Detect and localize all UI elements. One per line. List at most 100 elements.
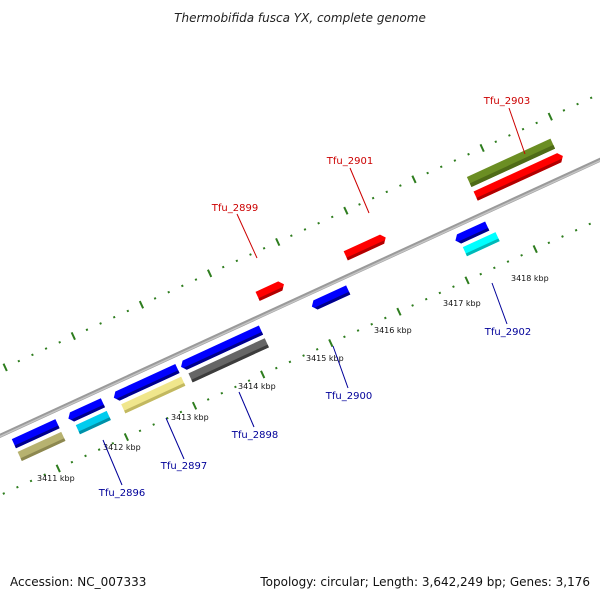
kbp-label: 3413 kbp bbox=[171, 413, 209, 422]
kbp-label: 3411 kbp bbox=[37, 474, 75, 483]
minor-tick bbox=[179, 410, 183, 414]
gene-label-tfu-2902[interactable]: Tfu_2902 bbox=[484, 327, 531, 338]
minor-tick bbox=[302, 354, 305, 357]
minor-tick bbox=[467, 152, 470, 156]
inner-tick-track bbox=[2, 222, 592, 495]
gene-label-tfu-2899[interactable]: Tfu_2899 bbox=[211, 203, 258, 214]
minor-tick bbox=[452, 285, 455, 288]
minor-tick bbox=[508, 134, 511, 137]
minor-tick bbox=[589, 96, 593, 100]
minor-tick bbox=[206, 398, 210, 401]
gene-label-tfu-2901[interactable]: Tfu_2901 bbox=[326, 156, 373, 167]
minor-tick bbox=[426, 171, 429, 175]
major-tick bbox=[328, 339, 334, 348]
leader-line bbox=[349, 167, 370, 214]
leader-line bbox=[236, 213, 258, 259]
minor-tick bbox=[138, 429, 142, 433]
gene-label-tfu-2897[interactable]: Tfu_2897 bbox=[160, 461, 207, 472]
gene-left-blue[interactable] bbox=[11, 419, 60, 449]
gene-tfu-2902[interactable] bbox=[462, 232, 500, 257]
gene-label-tfu-2903[interactable]: Tfu_2903 bbox=[483, 96, 530, 107]
gene-tfu-2903[interactable] bbox=[473, 151, 565, 201]
gene-tfu-2901[interactable] bbox=[343, 233, 388, 261]
minor-tick bbox=[17, 359, 21, 363]
minor-tick bbox=[44, 347, 48, 350]
leader-line bbox=[508, 107, 526, 155]
gene-tfu-2903-track bbox=[466, 138, 556, 188]
minor-tick bbox=[152, 423, 155, 426]
minor-tick bbox=[111, 442, 115, 445]
minor-tick bbox=[411, 304, 414, 307]
minor-tick bbox=[520, 253, 523, 257]
minor-tick bbox=[58, 340, 62, 344]
minor-tick bbox=[535, 121, 538, 125]
genome-summary-text: Topology: circular; Length: 3,642,249 bp… bbox=[259, 575, 590, 589]
minor-tick bbox=[84, 454, 87, 458]
gene-left-olive[interactable] bbox=[17, 431, 66, 461]
map-title: Thermobifida fusca YX, complete genome bbox=[174, 11, 426, 25]
kbp-label: 3418 kbp bbox=[511, 274, 549, 283]
minor-tick bbox=[70, 460, 74, 464]
minor-tick bbox=[247, 379, 251, 382]
minor-tick bbox=[303, 228, 307, 231]
major-tick bbox=[464, 276, 470, 285]
major-tick bbox=[532, 244, 538, 254]
minor-tick bbox=[561, 235, 564, 238]
minor-tick bbox=[574, 228, 578, 232]
minor-tick bbox=[343, 335, 346, 339]
gene-tfu-2896-blue[interactable] bbox=[66, 398, 105, 423]
minor-tick bbox=[356, 329, 360, 332]
leader-line bbox=[332, 345, 349, 389]
minor-tick bbox=[290, 234, 293, 238]
minor-tick bbox=[249, 253, 252, 256]
leader-line bbox=[491, 282, 508, 325]
gene-label-tfu-2900[interactable]: Tfu_2900 bbox=[325, 391, 372, 402]
major-tick bbox=[2, 363, 8, 372]
accession-text: Accession: NC_007333 bbox=[10, 575, 146, 589]
gene-tfu-2902-blue[interactable] bbox=[453, 221, 490, 245]
gene-label-tfu-2898[interactable]: Tfu_2898 bbox=[231, 430, 278, 441]
minor-tick bbox=[43, 473, 46, 477]
gene-tfu-2897-blue[interactable] bbox=[112, 363, 180, 402]
gene-label-tfu-2896[interactable]: Tfu_2896 bbox=[98, 488, 145, 499]
minor-tick bbox=[547, 241, 551, 245]
kbp-label: 3416 kbp bbox=[374, 326, 412, 335]
major-tick bbox=[123, 433, 129, 442]
minor-tick bbox=[126, 309, 130, 313]
major-tick bbox=[411, 175, 417, 184]
gene-tfu-2898[interactable] bbox=[188, 338, 269, 383]
minor-tick bbox=[220, 391, 224, 395]
forward-labels: Tfu_2899 Tfu_2901 Tfu_2903 bbox=[211, 96, 530, 259]
gene-tfu-2899[interactable] bbox=[255, 280, 287, 301]
leader-line bbox=[165, 417, 185, 460]
kbp-label: 3414 kbp bbox=[238, 382, 276, 391]
major-tick bbox=[396, 307, 402, 316]
minor-tick bbox=[438, 291, 442, 295]
minor-tick bbox=[181, 284, 184, 288]
minor-tick bbox=[383, 316, 387, 320]
minor-tick bbox=[385, 190, 389, 194]
gene-tfu-2898-blue[interactable] bbox=[179, 325, 264, 372]
minor-tick bbox=[194, 278, 198, 281]
minor-tick bbox=[153, 297, 157, 300]
gene-tfu-2896[interactable] bbox=[75, 410, 111, 435]
minor-tick bbox=[424, 297, 428, 301]
backbone-highlight bbox=[0, 97, 600, 501]
minor-tick bbox=[288, 360, 292, 364]
minor-tick bbox=[506, 260, 510, 263]
minor-tick bbox=[29, 479, 33, 483]
kbp-label: 3412 kbp bbox=[103, 443, 141, 452]
forward-strand bbox=[255, 138, 565, 301]
minor-tick bbox=[399, 184, 402, 187]
gene-tfu-2897[interactable] bbox=[121, 376, 186, 414]
kbp-label: 3415 kbp bbox=[306, 354, 344, 363]
minor-tick bbox=[479, 272, 483, 276]
major-tick bbox=[260, 370, 266, 379]
minor-tick bbox=[493, 266, 496, 270]
major-tick bbox=[479, 143, 485, 153]
major-tick bbox=[70, 331, 76, 341]
minor-tick bbox=[521, 127, 525, 131]
major-tick bbox=[275, 237, 281, 247]
gene-tfu-2900[interactable] bbox=[310, 285, 351, 311]
